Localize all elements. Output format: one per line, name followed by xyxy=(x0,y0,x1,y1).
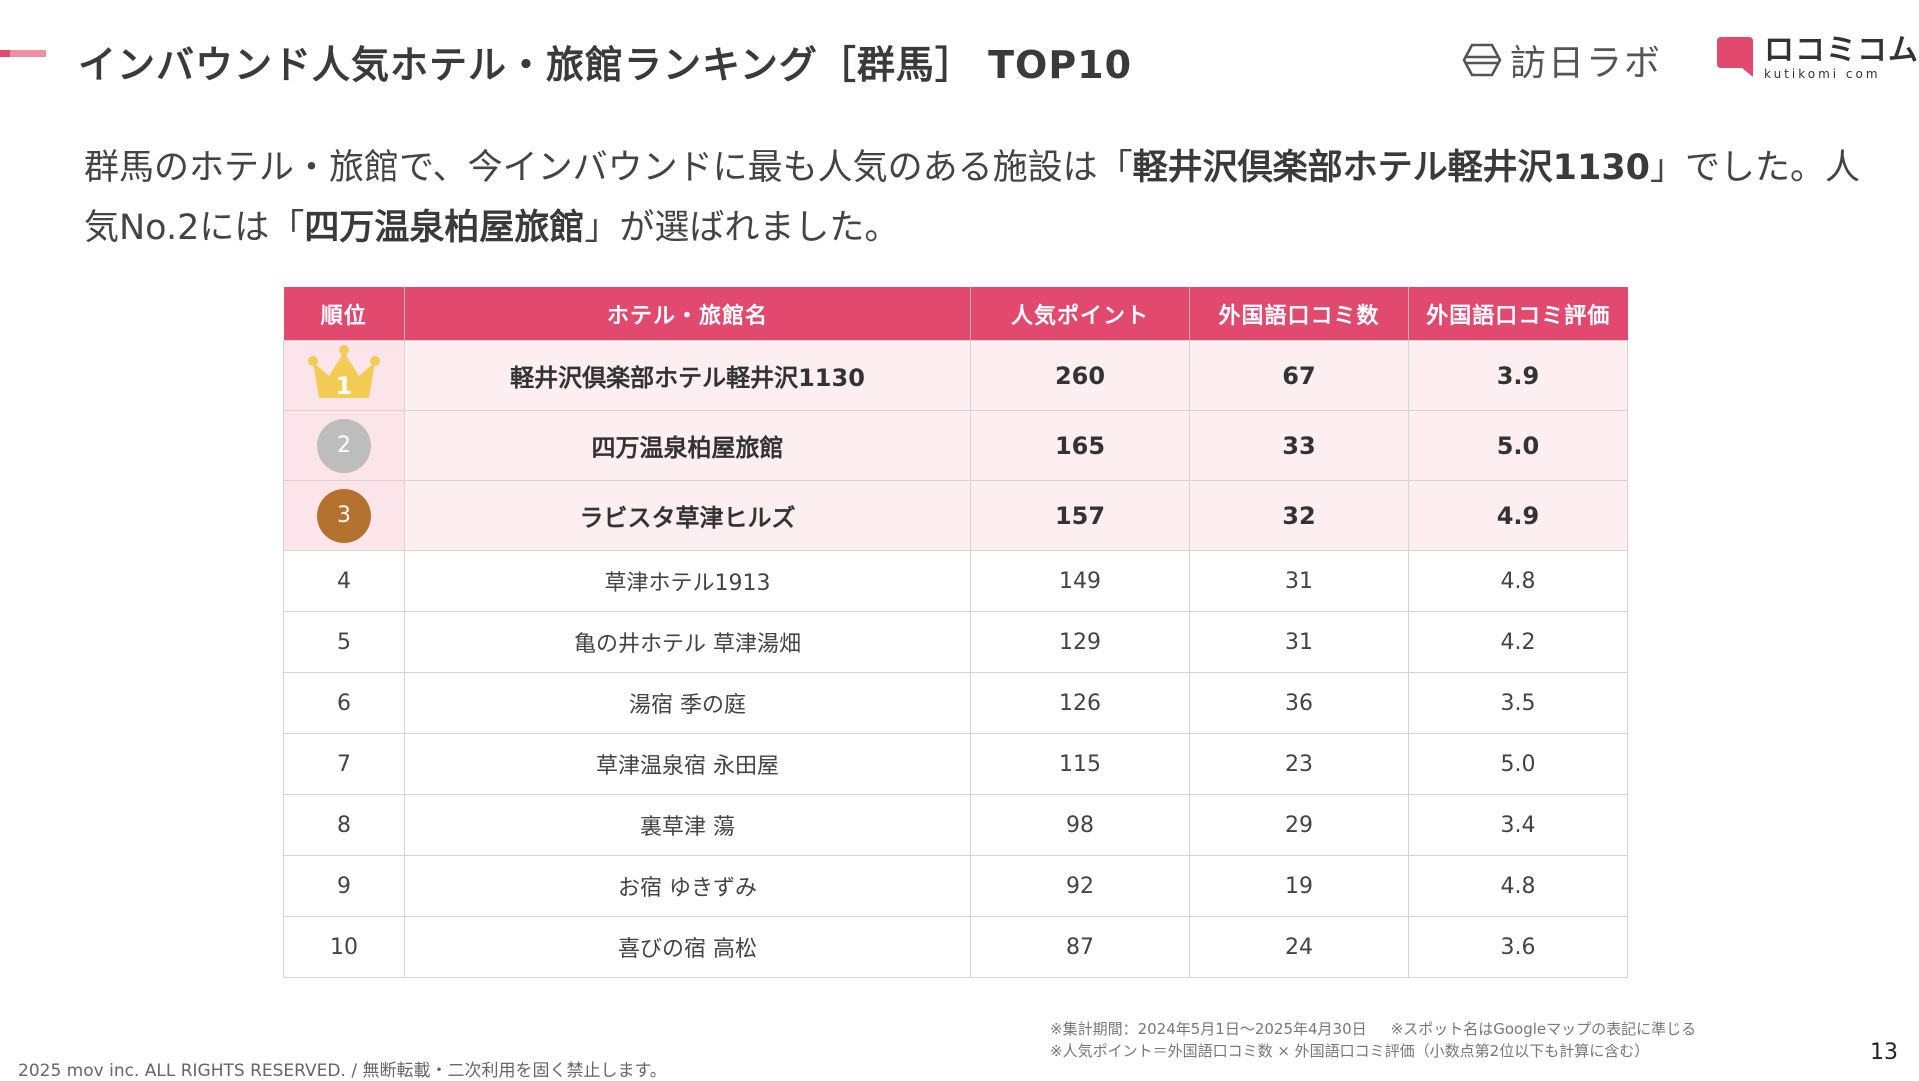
hotel-name-cell: 喜びの宿 高松 xyxy=(404,916,971,978)
review-rating-cell: 4.8 xyxy=(1408,550,1628,612)
lead-top2-name: 四万温泉柏屋旅館 xyxy=(304,208,585,248)
column-header-points: 人気ポイント xyxy=(970,287,1190,341)
column-header-review-count: 外国語口コミ数 xyxy=(1189,287,1409,341)
note-period: ※集計期間：2024年5月1日〜2025年4月30日 xyxy=(1050,1020,1367,1038)
table-row: 9 お宿 ゆきずみ 92 19 4.8 xyxy=(283,855,1628,917)
kuchikomi-com-logo-subtext: kutikomi com xyxy=(1764,67,1881,81)
table-row: 7 草津温泉宿 永田屋 115 23 5.0 xyxy=(283,733,1628,795)
review-count-cell: 19 xyxy=(1189,855,1409,917)
points-cell: 165 xyxy=(970,410,1190,481)
lead-top1-name: 軽井沢倶楽部ホテル軽井沢1130 xyxy=(1132,148,1651,188)
page-title: インバウンド人気ホテル・旅館ランキング［群馬］ TOP10 xyxy=(78,43,1133,87)
review-rating-cell: 4.2 xyxy=(1408,611,1628,673)
table-row: 6 湯宿 季の庭 126 36 3.5 xyxy=(283,672,1628,734)
houjin-lab-logo-text: 訪日ラボ xyxy=(1510,43,1663,84)
kuchikomi-com-logo: ロコミコム kutikomi com xyxy=(1716,36,1919,82)
table-header-row: 順位 ホテル・旅館名 人気ポイント 外国語口コミ数 外国語口コミ評価 xyxy=(283,287,1628,341)
hotel-name-cell: 軽井沢倶楽部ホテル軽井沢1130 xyxy=(404,340,971,411)
column-header-review-rating: 外国語口コミ評価 xyxy=(1408,287,1628,341)
speech-bubble-icon xyxy=(1717,37,1753,77)
rank-cell: 2 xyxy=(283,410,405,481)
review-rating-cell: 3.6 xyxy=(1408,916,1628,978)
hotel-name-cell: 亀の井ホテル 草津湯畑 xyxy=(404,611,971,673)
table-row: 3 ラビスタ草津ヒルズ 157 32 4.9 xyxy=(283,480,1628,551)
hotel-name-cell: 裏草津 蕩 xyxy=(404,794,971,856)
points-cell: 87 xyxy=(970,916,1190,978)
review-rating-cell: 3.4 xyxy=(1408,794,1628,856)
rank-cell: 10 xyxy=(283,916,405,978)
review-rating-cell: 5.0 xyxy=(1408,733,1628,795)
table-row: 5 亀の井ホテル 草津湯畑 129 31 4.2 xyxy=(283,611,1628,673)
lead-text-2: 」でした。人気No.2には「 xyxy=(84,148,1861,248)
points-cell: 115 xyxy=(970,733,1190,795)
note-spot-name: ※スポット名はGoogleマップの表記に準じる xyxy=(1390,1020,1697,1038)
review-count-cell: 24 xyxy=(1189,916,1409,978)
footnotes: ※集計期間：2024年5月1日〜2025年4月30日 ※スポット名はGoogleマ… xyxy=(1050,1018,1696,1062)
kuchikomi-com-logo-text: ロコミコム xyxy=(1764,33,1919,68)
rank-cell: 9 xyxy=(283,855,405,917)
bronze-medal-icon: 3 xyxy=(317,488,371,543)
review-count-cell: 33 xyxy=(1189,410,1409,481)
column-header-name: ホテル・旅館名 xyxy=(404,287,971,341)
rank-cell: 5 xyxy=(283,611,405,673)
points-cell: 129 xyxy=(970,611,1190,673)
review-count-cell: 31 xyxy=(1189,611,1409,673)
lead-text-1: 群馬のホテル・旅館で、今インバウンドに最も人気のある施設は「 xyxy=(84,148,1133,188)
hotel-name-cell: 四万温泉柏屋旅館 xyxy=(404,410,971,481)
review-rating-cell: 4.9 xyxy=(1408,480,1628,551)
column-header-rank: 順位 xyxy=(283,287,405,341)
table-row: 1 軽井沢倶楽部ホテル軽井沢1130 260 67 3.9 xyxy=(283,340,1628,411)
review-count-cell: 32 xyxy=(1189,480,1409,551)
rank-cell: 4 xyxy=(283,550,405,612)
rank-cell: 8 xyxy=(283,794,405,856)
table-row: 4 草津ホテル1913 149 31 4.8 xyxy=(283,550,1628,612)
rank-cell: 6 xyxy=(283,672,405,734)
lead-paragraph: 群馬のホテル・旅館で、今インバウンドに最も人気のある施設は「軽井沢倶楽部ホテル軽… xyxy=(84,138,1864,258)
silver-medal-icon: 2 xyxy=(317,418,371,473)
rank-cell: 3 xyxy=(283,480,405,551)
houjin-lab-logo: 訪日ラボ xyxy=(1462,34,1662,86)
rank-number: 1 xyxy=(336,372,353,400)
ranking-table: 順位 ホテル・旅館名 人気ポイント 外国語口コミ数 外国語口コミ評価 1 xyxy=(283,287,1628,978)
table-row: 10 喜びの宿 高松 87 24 3.6 xyxy=(283,916,1628,978)
review-rating-cell: 5.0 xyxy=(1408,410,1628,481)
points-cell: 260 xyxy=(970,340,1190,411)
table-row: 8 裏草津 蕩 98 29 3.4 xyxy=(283,794,1628,856)
review-rating-cell: 4.8 xyxy=(1408,855,1628,917)
review-rating-cell: 3.5 xyxy=(1408,672,1628,734)
points-cell: 98 xyxy=(970,794,1190,856)
points-cell: 92 xyxy=(970,855,1190,917)
copyright: 2025 mov inc. ALL RIGHTS RESERVED. / 無断転… xyxy=(18,1061,667,1081)
hotel-name-cell: ラビスタ草津ヒルズ xyxy=(404,480,971,551)
review-count-cell: 67 xyxy=(1189,340,1409,411)
houjin-lab-mark-icon xyxy=(1462,43,1502,77)
crown-icon: 1 xyxy=(305,342,383,410)
points-cell: 157 xyxy=(970,480,1190,551)
hotel-name-cell: 草津ホテル1913 xyxy=(404,550,971,612)
hotel-name-cell: 草津温泉宿 永田屋 xyxy=(404,733,971,795)
review-count-cell: 29 xyxy=(1189,794,1409,856)
page-number: 13 xyxy=(1870,1040,1898,1065)
review-count-cell: 36 xyxy=(1189,672,1409,734)
review-count-cell: 31 xyxy=(1189,550,1409,612)
lead-text-3: 」が選ばれました。 xyxy=(584,208,900,248)
rank-cell: 7 xyxy=(283,733,405,795)
title-accent-bar xyxy=(0,50,46,57)
hotel-name-cell: お宿 ゆきずみ xyxy=(404,855,971,917)
points-cell: 149 xyxy=(970,550,1190,612)
note-points-formula: ※人気ポイント＝外国語口コミ数 × 外国語口コミ評価（小数点第2位以下も計算に含… xyxy=(1050,1042,1650,1060)
rank-cell: 1 xyxy=(283,340,405,411)
points-cell: 126 xyxy=(970,672,1190,734)
review-count-cell: 23 xyxy=(1189,733,1409,795)
table-row: 2 四万温泉柏屋旅館 165 33 5.0 xyxy=(283,410,1628,481)
hotel-name-cell: 湯宿 季の庭 xyxy=(404,672,971,734)
review-rating-cell: 3.9 xyxy=(1408,340,1628,411)
